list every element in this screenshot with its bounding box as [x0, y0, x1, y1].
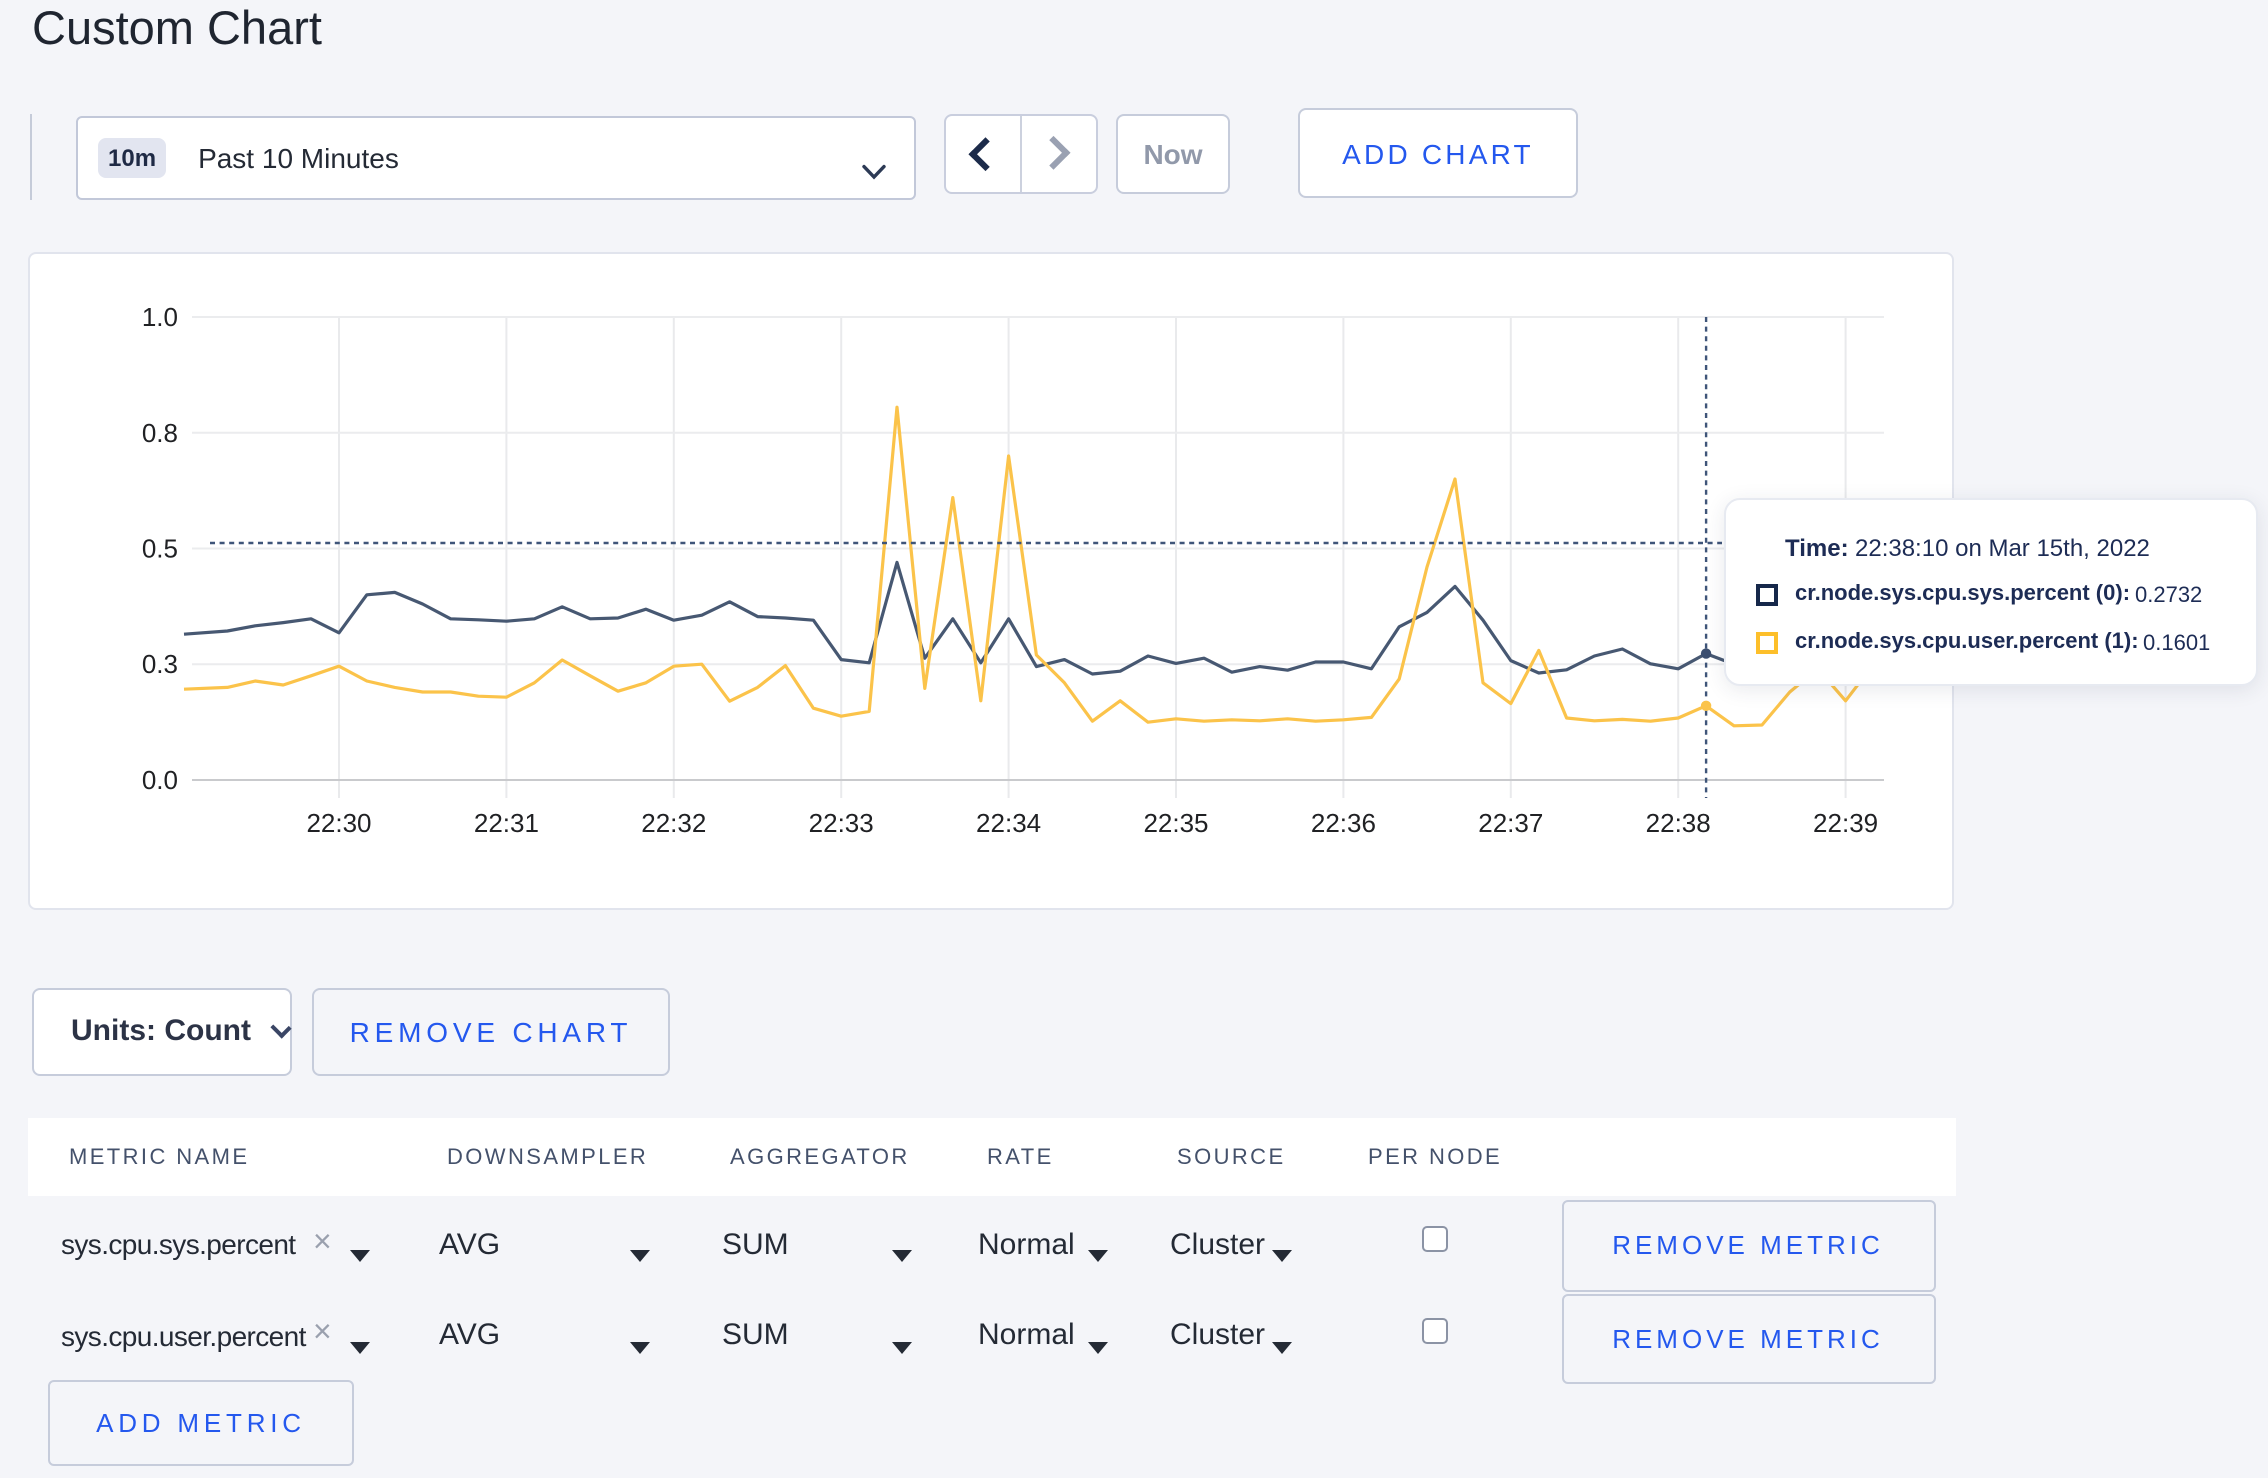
svg-text:22:32: 22:32 — [641, 807, 706, 837]
svg-text:22:31: 22:31 — [474, 807, 539, 837]
svg-text:22:39: 22:39 — [1813, 807, 1878, 837]
svg-text:22:34: 22:34 — [976, 807, 1041, 837]
svg-text:1.0: 1.0 — [142, 301, 178, 331]
svg-text:22:38: 22:38 — [1646, 807, 1711, 837]
svg-text:22:30: 22:30 — [306, 807, 371, 837]
svg-text:22:37: 22:37 — [1478, 807, 1543, 837]
svg-text:0.3: 0.3 — [142, 648, 178, 678]
svg-text:22:35: 22:35 — [1143, 807, 1208, 837]
svg-text:22:36: 22:36 — [1311, 807, 1376, 837]
svg-text:0.8: 0.8 — [142, 417, 178, 447]
svg-text:22:33: 22:33 — [809, 807, 874, 837]
svg-text:0.0: 0.0 — [142, 764, 178, 794]
svg-text:0.5: 0.5 — [142, 533, 178, 563]
